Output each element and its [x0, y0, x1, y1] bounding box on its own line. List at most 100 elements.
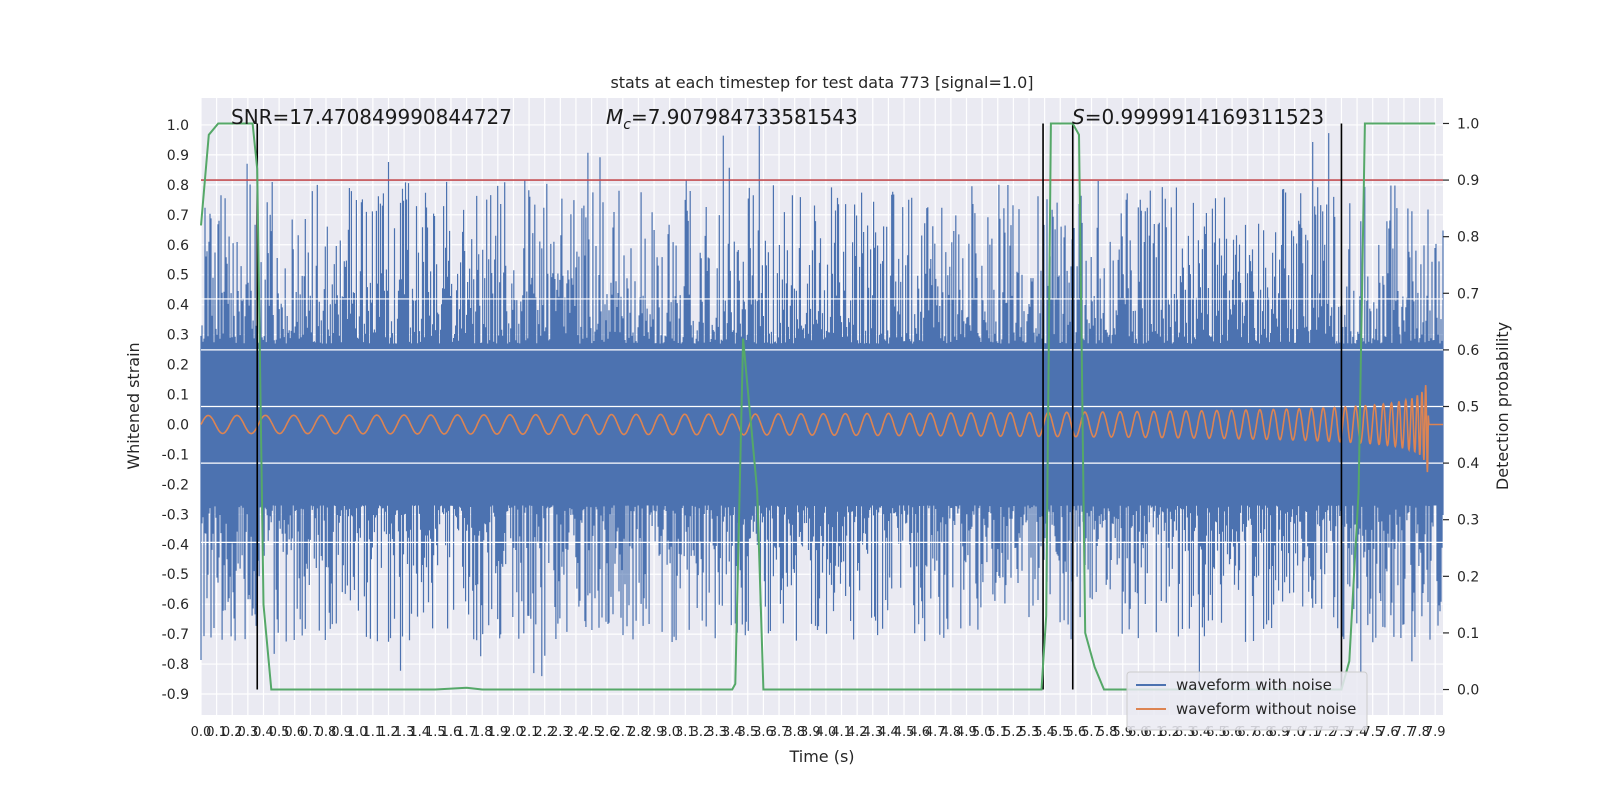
y2-tick-label: 0.7 [1457, 286, 1479, 302]
score-value: =0.9999914169311523 [1085, 105, 1324, 129]
x-tick-label: 1.0 [347, 725, 368, 740]
x-tick-label: 2.1 [519, 725, 540, 740]
y2-tick-label: 0.0 [1457, 683, 1479, 699]
y-tick-label: 0.9 [167, 148, 189, 164]
y-tick-label: -0.9 [162, 687, 189, 703]
x-tick-label: 5.4 [1034, 725, 1055, 740]
x-tick-label: 2.9 [644, 725, 665, 740]
x-tick-label: 5.2 [1003, 725, 1024, 740]
y2-axis-ticks: 0.0 0.1 0.2 0.3 0.4 0.5 0.6 0.7 0.8 0.9 1.0 [1443, 116, 1479, 699]
y-tick-label: -0.1 [162, 447, 189, 463]
y2-axis-label: Detection probability [1493, 322, 1512, 490]
chirp-mass-value: =7.907984733581543 [631, 105, 858, 129]
y-axis-label: Whitened strain [124, 342, 143, 469]
x-tick-label: 3.7 [769, 725, 790, 740]
x-tick-label: 2.2 [534, 725, 555, 740]
score-symbol: S [1072, 105, 1085, 129]
x-tick-label: 0.0 [191, 725, 212, 740]
x-tick-label: 4.9 [956, 725, 977, 740]
x-tick-label: 0.3 [238, 725, 259, 740]
y-tick-label: 0.7 [167, 208, 189, 224]
y-tick-label: -0.6 [162, 597, 189, 613]
x-tick-label: 4.0 [816, 725, 837, 740]
x-tick-label: 4.4 [878, 725, 899, 740]
x-tick-label: 1.9 [487, 725, 508, 740]
y-tick-label: 0.0 [167, 417, 189, 433]
x-tick-label: 4.3 [862, 725, 883, 740]
x-tick-label: 3.8 [784, 725, 805, 740]
chart-title: stats at each timestep for test data 773… [610, 73, 1033, 92]
legend: waveform with noise waveform without noi… [1126, 671, 1368, 731]
x-tick-label: 5.6 [1066, 725, 1087, 740]
x-tick-label: 2.3 [550, 725, 571, 740]
x-axis-label: Time (s) [788, 747, 854, 766]
x-tick-label: 5.8 [1097, 725, 1118, 740]
legend-label-noisy: waveform with noise [1176, 676, 1332, 694]
x-tick-label: 4.2 [847, 725, 868, 740]
x-tick-label: 1.3 [394, 725, 415, 740]
highlight-lines [201, 298, 1443, 543]
legend-box [1126, 671, 1368, 731]
y-tick-label: -0.3 [162, 507, 189, 523]
x-tick-label: 2.7 [612, 725, 633, 740]
x-tick-label: 0.1 [206, 725, 227, 740]
y-tick-label: 0.8 [167, 178, 189, 194]
chirp-mass-subscript: c [623, 117, 631, 133]
x-tick-label: 2.0 [503, 725, 524, 740]
x-tick-label: 3.9 [800, 725, 821, 740]
x-tick-label: 7.9 [1425, 725, 1446, 740]
x-tick-label: 1.5 [425, 725, 446, 740]
y-tick-label: -0.4 [162, 537, 189, 553]
x-tick-label: 5.7 [1081, 725, 1102, 740]
y-tick-label: 0.5 [167, 268, 189, 284]
x-tick-label: 0.6 [284, 725, 305, 740]
x-tick-label: 2.6 [597, 725, 618, 740]
y-axis-ticks: -0.9 -0.8 -0.7 -0.6 -0.5 -0.4 -0.3 -0.2 -0.1 0.0 0… [162, 118, 189, 703]
x-tick-label: 7.6 [1378, 725, 1399, 740]
y2-tick-label: 0.8 [1457, 230, 1479, 246]
x-tick-label: 1.1 [363, 725, 384, 740]
x-tick-label: 1.6 [441, 725, 462, 740]
x-tick-label: 0.9 [331, 725, 352, 740]
x-tick-label: 7.7 [1394, 725, 1415, 740]
y2-tick-label: 1.0 [1457, 116, 1479, 132]
y2-tick-label: 0.9 [1457, 173, 1479, 189]
x-tick-label: 0.8 [316, 725, 337, 740]
y-tick-label: 0.1 [167, 388, 189, 404]
x-tick-label: 4.1 [831, 725, 852, 740]
x-tick-label: 3.0 [659, 725, 680, 740]
x-tick-label: 3.4 [722, 725, 743, 740]
x-tick-label: 3.1 [675, 725, 696, 740]
x-tick-label: 2.5 [581, 725, 602, 740]
score-annotation: S=0.9999914169311523 [1072, 105, 1324, 129]
legend-label-clean: waveform without noise [1176, 700, 1356, 718]
x-tick-label: 0.2 [222, 725, 243, 740]
x-tick-label: 5.3 [1019, 725, 1040, 740]
y2-tick-label: 0.4 [1457, 456, 1479, 472]
x-tick-label: 2.8 [628, 725, 649, 740]
x-tick-label: 3.3 [706, 725, 727, 740]
x-tick-label: 0.4 [253, 725, 274, 740]
x-tick-label: 5.5 [1050, 725, 1071, 740]
y-tick-label: -0.5 [162, 567, 189, 583]
x-tick-label: 4.7 [925, 725, 946, 740]
y2-tick-label: 0.1 [1457, 626, 1479, 642]
y-tick-label: 1.0 [167, 118, 189, 134]
x-tick-label: 0.5 [269, 725, 290, 740]
x-tick-label: 1.8 [472, 725, 493, 740]
x-tick-label: 7.5 [1362, 725, 1383, 740]
noisy-waveform-line [200, 125, 1444, 684]
y-tick-label: 0.6 [167, 238, 189, 254]
x-tick-label: 0.7 [300, 725, 321, 740]
x-tick-label: 1.7 [456, 725, 477, 740]
chirp-mass-annotation: Mc=7.907984733581543 [606, 105, 858, 133]
y2-tick-label: 0.6 [1457, 343, 1479, 359]
chirp-mass-symbol: M [606, 105, 623, 129]
y-tick-label: 0.3 [167, 328, 189, 344]
x-tick-label: 1.2 [378, 725, 399, 740]
y-tick-label: 0.2 [167, 358, 189, 374]
series-waveform-without-noise [200, 385, 1443, 473]
x-tick-label: 1.4 [409, 725, 430, 740]
x-tick-label: 7.8 [1409, 725, 1430, 740]
x-tick-label: 4.8 [941, 725, 962, 740]
